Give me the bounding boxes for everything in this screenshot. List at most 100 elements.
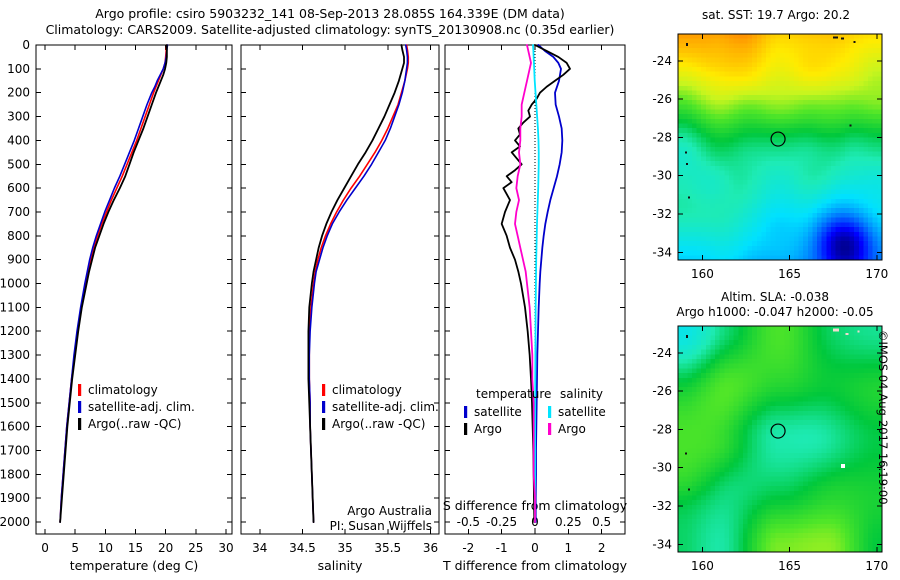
argo-australia-annotation: Argo Australia (347, 504, 432, 518)
t-difference-tick-label: 0 (531, 541, 539, 555)
legend-swatch (548, 406, 552, 418)
depth-tick-label: 1500 (0, 396, 30, 410)
legend-swatch (78, 384, 82, 396)
temperature-tick-label: 5 (71, 541, 79, 555)
legend-group-salinity: salinity (560, 387, 603, 401)
map-lat-tick-label: -34 (652, 537, 672, 551)
legend-swatch (78, 401, 82, 413)
map-lat-tick-label: -28 (652, 422, 672, 436)
t-difference-tick-label: 2 (598, 541, 606, 555)
map-lon-tick-label: 160 (691, 267, 714, 281)
legend-swatch (322, 418, 326, 430)
map-lat-tick-label: -30 (652, 169, 672, 183)
depth-tick-label: 600 (7, 181, 30, 195)
temperature-tick-label: 30 (218, 541, 233, 555)
legend-label: Argo (558, 422, 586, 436)
profile-location-marker (770, 131, 786, 147)
legend-swatch (322, 401, 326, 413)
legend-label: climatology (88, 383, 158, 397)
figure-title: Argo profile: csiro 5903232_141 08-Sep-2… (0, 6, 660, 38)
map-lat-tick-label: -34 (652, 245, 672, 259)
salinity-curve (308, 44, 410, 523)
map-lat-tick-label: -28 (652, 130, 672, 144)
legend-label: satellite-adj. clim. (88, 400, 195, 414)
depth-tick-label: 900 (7, 253, 30, 267)
sla-field (678, 326, 883, 553)
difference-curve (500, 44, 571, 523)
depth-tick-label: 1000 (0, 277, 30, 291)
legend-label: satellite (558, 405, 606, 419)
depth-tick-label: 200 (7, 86, 30, 100)
t-difference-tick-label: 1 (565, 541, 573, 555)
s-difference-tick-label: 0.25 (555, 515, 582, 529)
difference-curve (514, 44, 536, 523)
map-lon-tick-label: 165 (778, 559, 801, 573)
depth-tick-label: 2000 (0, 515, 30, 529)
map-lon-tick-label: 165 (778, 267, 801, 281)
map-sla-title-line1: Altim. SLA: -0.038 (720, 290, 830, 304)
legend-swatch (464, 423, 468, 435)
map-sst-title: sat. SST: 19.7 Argo: 20.2 (701, 8, 851, 22)
depth-tick-label: 700 (7, 205, 30, 219)
legend-swatch (78, 418, 82, 430)
legend-swatch (322, 384, 326, 396)
map-lat-tick-label: -26 (652, 92, 672, 106)
figure-title-line2: Climatology: CARS2009. Satellite-adjuste… (45, 22, 615, 37)
legend-swatch (464, 406, 468, 418)
depth-tick-label: 0 (22, 38, 30, 52)
map-sla-title-line2: Argo h1000: -0.047 h2000: -0.05 (676, 305, 874, 319)
panel-difference: -2 -1 0 1 2 -0.5 -0.25 0 0.25 0.5 S difference fro… (440, 0, 660, 580)
legend-label: satellite-adj. clim. (332, 400, 439, 414)
legend-label: Argo (474, 422, 502, 436)
salinity-curve (307, 44, 405, 523)
temperature-tick-label: 25 (188, 541, 203, 555)
salinity-tick-label: 35.5 (374, 541, 401, 555)
depth-tick-label: 1200 (0, 324, 30, 338)
salinity-plot-frame (240, 44, 440, 535)
map-lat-tick-label: -32 (652, 207, 672, 221)
temperature-tick-label: 0 (41, 541, 49, 555)
difference-curve (532, 44, 540, 523)
temperature-plot-frame (35, 44, 233, 535)
depth-tick-label: 1300 (0, 348, 30, 362)
legend-label: Argo(..raw -QC) (88, 417, 181, 431)
s-difference-tick-label: 0.5 (592, 515, 611, 529)
salinity-tick-label: 35 (337, 541, 352, 555)
depth-tick-label: 400 (7, 133, 30, 147)
map-sst: 160 165 170 -24 -26 -28 -30 -32 -34 (652, 28, 896, 286)
salinity-tick-label: 34 (252, 541, 267, 555)
legend-swatch (548, 423, 552, 435)
legend-label: satellite (474, 405, 522, 419)
depth-tick-label: 800 (7, 229, 30, 243)
salinity-tick-label: 36 (423, 541, 438, 555)
map-lon-tick-label: 170 (865, 267, 888, 281)
temperature-curve (59, 44, 169, 523)
copyright-label: ©IMOS 04-Aug-2017 16:19:00 (876, 330, 890, 505)
map-lat-tick-label: -30 (652, 461, 672, 475)
map-sla: 160 165 170 -24 -26 -28 -30 -32 -34 (652, 320, 896, 578)
legend-group-temperature: temperature (476, 387, 551, 401)
depth-tick-label: 100 (7, 62, 30, 76)
t-difference-tick-label: -2 (462, 541, 474, 555)
map-sla-title: Altim. SLA: -0.038 Argo h1000: -0.047 h20… (655, 290, 895, 320)
map-lat-tick-label: -24 (652, 346, 672, 360)
salinity-tick-label: 34.5 (289, 541, 316, 555)
legend-label: climatology (332, 383, 402, 397)
depth-tick-label: 1900 (0, 491, 30, 505)
map-frame (677, 325, 883, 553)
temperature-tick-label: 10 (98, 541, 113, 555)
map-lat-tick-label: -26 (652, 384, 672, 398)
depth-tick-label: 1100 (0, 300, 30, 314)
depth-tick-label: 1400 (0, 372, 30, 386)
temperature-axis-label: temperature (deg C) (70, 558, 199, 573)
depth-tick-label: 1700 (0, 444, 30, 458)
sst-field (678, 34, 883, 261)
s-difference-tick-label: -0.25 (486, 515, 517, 529)
depth-tick-label: 300 (7, 110, 30, 124)
figure-title-line1: Argo profile: csiro 5903232_141 08-Sep-2… (95, 6, 565, 21)
difference-curve (534, 44, 564, 523)
legend-label: Argo(..raw -QC) (332, 417, 425, 431)
panel-salinity: 34 34.5 35 35.5 36 salinity climatology satelli… (236, 0, 446, 580)
map-lon-tick-label: 170 (865, 559, 888, 573)
temperature-tick-label: 20 (158, 541, 173, 555)
